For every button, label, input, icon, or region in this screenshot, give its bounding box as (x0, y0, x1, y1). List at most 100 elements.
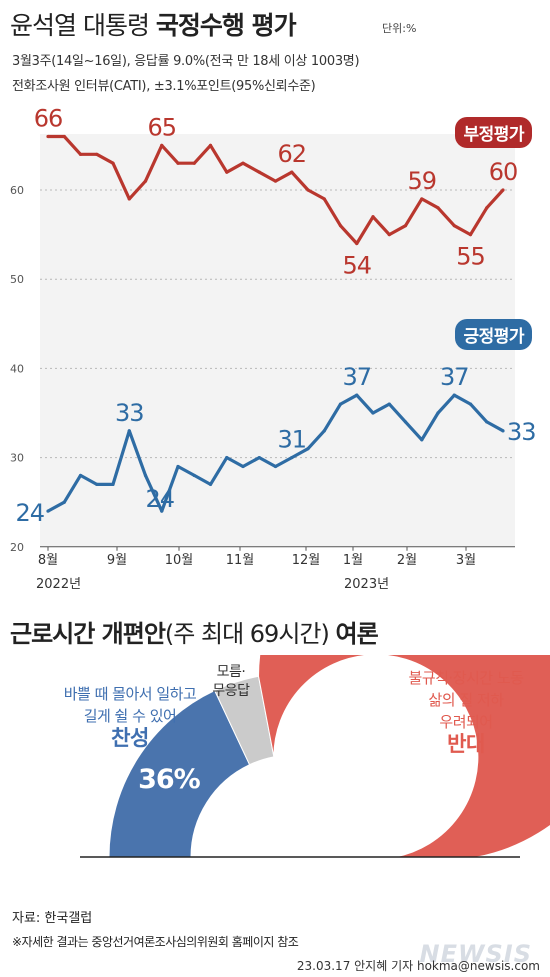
x-tick-label: 10월 (165, 553, 194, 568)
series-point (62, 134, 66, 139)
pro-note-line: 바쁠 때 몰아서 일하고 (63, 685, 197, 703)
slice-value-label: 36% (138, 764, 201, 795)
legend-negative: 부정평가 (455, 117, 532, 148)
data-label: 59 (407, 167, 436, 195)
y-tick-label: 20 (10, 541, 24, 554)
title-bold: 국정수행 평가 (155, 11, 297, 40)
series-point (78, 152, 83, 156)
y-tick-label: 40 (10, 362, 24, 375)
data-label: 66 (34, 104, 63, 132)
series-point (306, 188, 310, 192)
x-tick-label: 2월 (397, 553, 417, 568)
con-label: 반대 (447, 732, 485, 756)
series-point (241, 161, 245, 165)
donut-slice (108, 689, 251, 858)
series-point (241, 464, 245, 469)
series-point (143, 473, 148, 478)
survey-method-line: 전화조사원 인터뷰(CATI), ±3.1%포인트(95%신뢰수준) (12, 79, 316, 94)
unknown-note-line: 모름· (216, 664, 246, 680)
series-point (338, 224, 343, 228)
series-point (306, 447, 310, 451)
series-point (387, 233, 391, 237)
unit-label: 단위:% (382, 22, 417, 35)
y-tick-label: 30 (10, 452, 24, 465)
footnote-text: ※자세한 결과는 중앙선거여론조사심의위원회 홈페이지 참조 (12, 935, 299, 949)
data-label: 37 (440, 363, 469, 391)
x-tick-label: 12월 (292, 553, 321, 568)
section-title-left: 근로시간 개편안 (10, 620, 166, 648)
series-point (468, 233, 473, 237)
series-point (257, 456, 261, 460)
series-point (273, 179, 278, 183)
series-point (485, 420, 489, 424)
x-tick-label: 1월 (343, 553, 363, 568)
data-label: 24 (15, 499, 44, 527)
data-label: 24 (145, 485, 174, 513)
pro-note-line: 길게 쉴 수 있어 (83, 707, 177, 725)
series-point (403, 224, 408, 228)
approval-line-chart: 20 30 40 50 60 8월 9월 10월 11월 12월 1월 2월 3월 2022년 2023년 6… (10, 104, 537, 592)
title-light: 윤석열 대통령 (10, 11, 150, 40)
series-point (371, 411, 375, 415)
section-title-mid: (주 최대 69시간) (164, 620, 330, 648)
series-point (501, 188, 505, 192)
con-note-line: 우려되어 (439, 713, 493, 731)
series-point (95, 152, 99, 156)
watermark-logo: NEWSIS (419, 940, 532, 968)
series-point (46, 509, 50, 513)
pro-label: 찬성 (111, 726, 149, 750)
series-point (452, 224, 456, 228)
series-point (420, 197, 424, 201)
data-label: 65 (147, 113, 176, 141)
y-tick-label: 50 (10, 273, 24, 286)
donut-slice (258, 655, 550, 858)
series-point (176, 464, 180, 469)
opinion-half-donut: 36% 56% (80, 655, 550, 858)
series-point (192, 473, 196, 478)
series-point (208, 143, 213, 147)
legend-positive: 긍정평가 (455, 319, 532, 350)
series-point (176, 161, 180, 165)
series-point (78, 473, 83, 478)
data-label: 60 (489, 158, 518, 186)
series-point (290, 456, 294, 460)
series-point (355, 393, 359, 397)
series-point (485, 206, 489, 210)
y-tick-label: 60 (10, 184, 24, 197)
series-point (62, 500, 66, 504)
series-point (273, 464, 278, 469)
series-point (225, 456, 229, 460)
series-point (420, 438, 424, 442)
plot-background (40, 134, 515, 547)
year-label: 2023년 (344, 577, 389, 592)
series-point (95, 482, 99, 486)
series-point (322, 197, 326, 201)
pro-note: 바쁠 때 몰아서 일하고 길게 쉴 수 있어 찬성 (12, 683, 248, 749)
data-label: 31 (277, 426, 306, 454)
con-note-line: 삶의 질 저하 (428, 691, 504, 709)
series-point (355, 241, 359, 246)
series-point (160, 509, 164, 513)
section-title: 근로시간 개편안(주 최대 69시간) 여론 (10, 614, 379, 649)
series-point (111, 482, 115, 486)
data-label: 37 (342, 363, 371, 391)
series-point (436, 411, 440, 415)
data-label: 55 (456, 243, 485, 271)
data-label: 33 (115, 399, 144, 427)
survey-info-line: 3월3주(14일~16일), 응답률 9.0%(전국 만 18세 이상 1003… (12, 54, 360, 69)
year-label: 2022년 (36, 577, 81, 592)
con-note: 불규칙·장시간 노동 삶의 질 저하 우려되어 반대 (382, 667, 550, 755)
series-point (371, 215, 375, 219)
series-point (436, 206, 440, 210)
slice-value-label: 56% (356, 730, 419, 761)
series-point (46, 134, 50, 139)
series-point (111, 161, 115, 165)
series-point (225, 170, 229, 174)
data-label: 33 (507, 418, 536, 446)
series-point (468, 402, 473, 406)
series-point (387, 402, 391, 406)
data-label: 62 (277, 140, 306, 168)
source-text: 자료: 한국갤럽 (12, 911, 93, 926)
x-tick-label: 11월 (226, 553, 255, 568)
x-tick-label: 3월 (456, 553, 476, 568)
